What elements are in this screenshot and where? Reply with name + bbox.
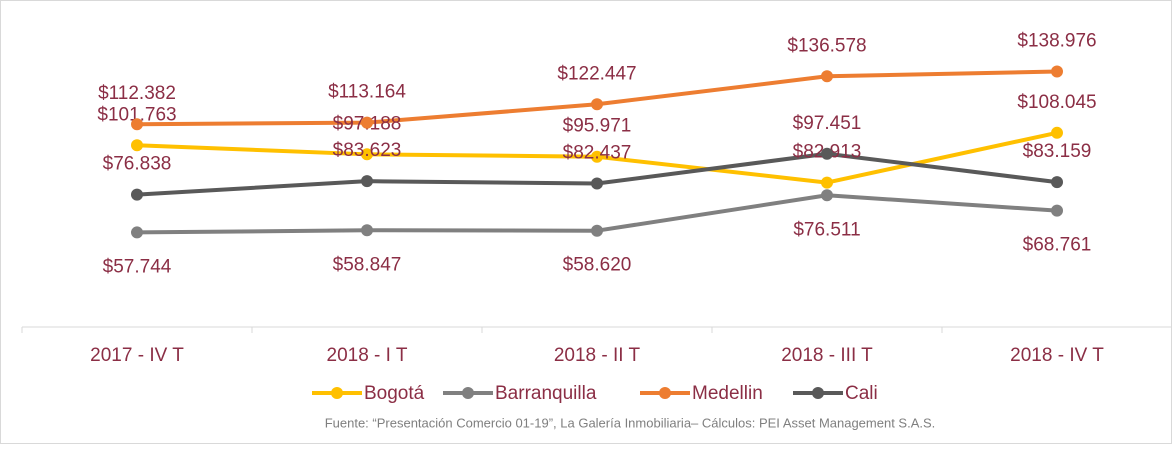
data-point [131,118,143,131]
data-label: $136.578 [787,35,866,56]
data-point [821,147,833,160]
data-label: $76.838 [103,154,172,175]
data-label: $97.451 [793,113,862,134]
legend-marker [462,387,474,399]
data-point [131,188,143,201]
data-point [361,148,373,161]
data-label: $83.623 [333,140,402,161]
data-label: $95.971 [563,116,632,137]
data-label: $112.382 [98,83,176,104]
data-point [591,224,603,237]
x-tick-label: 2018 - IV T [1010,345,1104,366]
data-point [1051,126,1063,139]
data-point [131,139,143,152]
legend-marker [659,387,671,399]
data-point [1051,176,1063,189]
data-label: $68.761 [1023,235,1092,256]
data-label: $113.164 [328,82,406,103]
data-point [1051,65,1063,78]
data-point [591,177,603,190]
x-tick-label: 2018 - III T [781,345,873,366]
data-point [1051,204,1063,217]
data-point [361,175,373,188]
legend-label: Medellin [692,383,763,404]
data-label: $82.437 [563,143,632,164]
legend-label: Bogotá [364,383,425,404]
data-point [591,98,603,111]
data-label: $76.511 [793,219,860,240]
legend-label: Barranquilla [495,383,597,404]
data-point [361,224,373,237]
data-point [821,189,833,202]
x-tick-label: 2018 - II T [554,345,641,366]
data-label: $101.763 [97,104,176,125]
data-label: $58.847 [333,254,402,275]
data-point [821,176,833,189]
data-point [361,116,373,129]
data-point [591,150,603,163]
x-tick-label: 2017 - IV T [90,345,184,366]
data-point [821,70,833,83]
data-point [131,226,143,239]
legend-label: Cali [845,383,878,404]
data-label: $122.447 [557,63,636,84]
data-label: $138.976 [1017,31,1096,52]
data-label: $57.744 [103,256,172,277]
x-tick-label: 2018 - I T [327,345,408,366]
legend-marker [812,387,824,399]
data-label: $83.159 [1023,141,1092,162]
data-label: $108.045 [1017,92,1096,113]
source-note: Fuente: “Presentación Comercio 01-19”, L… [325,415,936,430]
data-label: $58.620 [563,255,632,276]
legend-marker [331,387,343,399]
